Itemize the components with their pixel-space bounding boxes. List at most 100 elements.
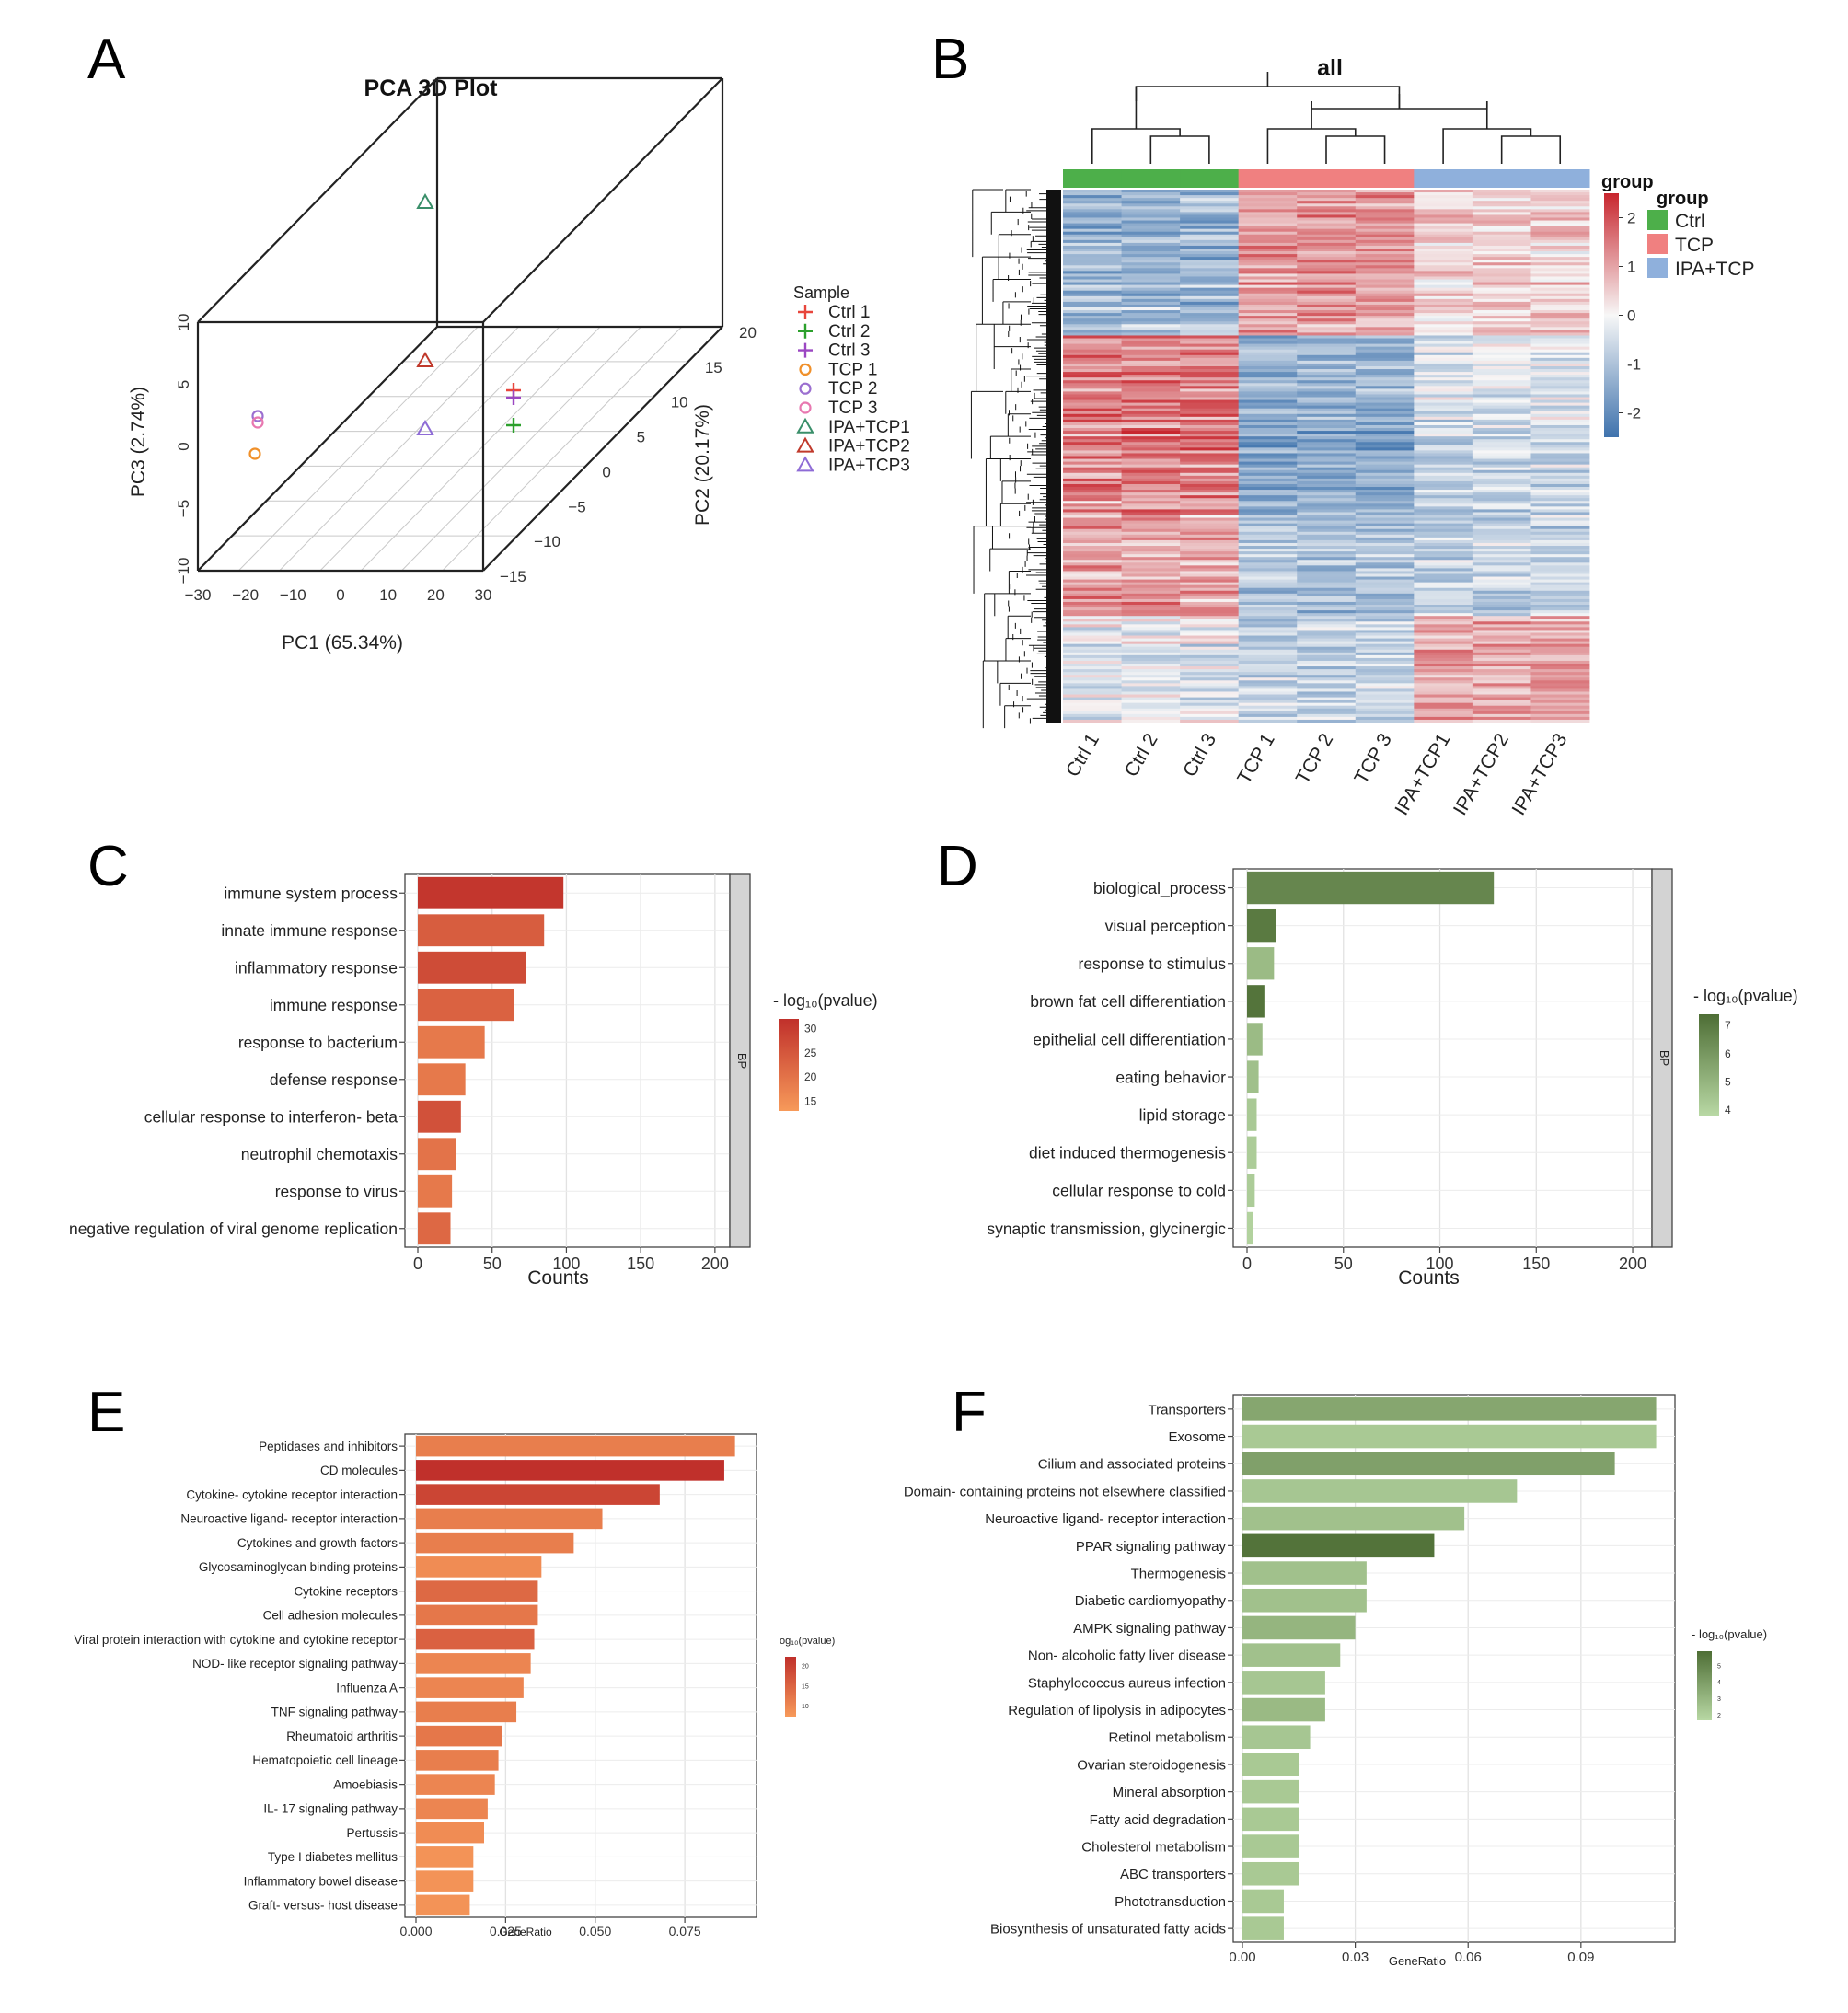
heatmap-cell [1238,584,1298,589]
heatmap-cell [1414,641,1473,645]
heatmap-cell [1472,666,1531,670]
heatmap-cell [1355,487,1415,491]
heatmap-cell [1180,434,1240,437]
heatmap-cell [1530,501,1590,504]
heatmap-cell [1472,431,1531,434]
heatmap-cell [1355,307,1415,311]
heatmap-cell [1297,526,1357,530]
color-legend-tick: 20 [802,1664,809,1671]
heatmap-cell [1180,688,1240,692]
heatmap-cell [1472,380,1531,384]
heatmap-cell [1180,391,1240,395]
heatmap-cell [1063,408,1122,412]
heatmap-cell [1355,669,1415,673]
heatmap-cell [1063,483,1122,488]
heatmap-cell [1238,391,1298,395]
heatmap-cell [1472,601,1531,606]
heatmap-cell [1414,394,1473,398]
bar [1242,1916,1284,1940]
heatmap-cell [1180,450,1240,454]
plot-frame [404,1433,757,1918]
heatmap-cell [1355,383,1415,387]
heatmap-cell [1530,369,1590,373]
heatmap-cell [1238,526,1298,530]
annotation-cell [1297,169,1357,188]
heatmap-cell [1297,245,1357,249]
heatmap-cell [1355,375,1415,378]
heatmap-cell [1121,273,1181,277]
heatmap-cell [1297,386,1357,389]
heatmap-cell [1297,677,1357,681]
heatmap-cell [1414,295,1473,300]
heatmap-cell [1472,517,1531,521]
heatmap-cell [1121,480,1181,485]
heatmap-cell [1472,593,1531,597]
heatmap-cell [1063,445,1122,448]
heatmap-cell [1121,675,1181,678]
heatmap-cell [1121,472,1181,477]
heatmap-cell [1180,327,1240,330]
heatmap-cell [1530,646,1590,651]
heatmap-cell [1472,700,1531,704]
heatmap-cell [1063,321,1122,325]
heatmap-cell [1414,341,1473,345]
heatmap-cell [1238,573,1298,577]
heatmap-cell [1414,352,1473,356]
bar [418,1138,456,1171]
heatmap-cell [1414,327,1473,330]
heatmap-cell [1297,257,1357,260]
heatmap-cell [1063,546,1122,550]
heatmap-cell [1238,237,1298,241]
heatmap-cell [1530,579,1590,584]
heatmap-cell [1414,587,1473,592]
heatmap-cell [1180,627,1240,631]
heatmap-cell [1355,664,1415,667]
heatmap-cell [1121,198,1181,202]
y-tick-label: 0 [602,463,610,480]
heatmap-cell [1472,268,1531,272]
heatmap-cell [1414,424,1473,429]
heatmap-cell [1121,408,1181,412]
heatmap-cell [1530,226,1590,230]
floor-grid-line [237,326,479,572]
heatmap-cell [1238,590,1298,595]
heatmap-cell [1472,619,1531,622]
heatmap-cell [1530,287,1590,292]
heatmap-cell [1238,260,1298,263]
heatmap-cell [1121,677,1181,681]
heatmap-cell [1297,587,1357,592]
heatmap-cell [1414,560,1473,563]
heatmap-cell [1297,506,1357,510]
heatmap-cell [1530,411,1590,415]
heatmap-cell [1063,593,1122,597]
heatmap-cell [1063,551,1122,555]
heatmap-cell [1180,501,1240,504]
heatmap-cell [1297,450,1357,454]
heatmap-cell [1238,206,1298,210]
heatmap-cell [1472,411,1531,415]
heatmap-cell [1121,265,1181,269]
heatmap-cell [1180,257,1240,260]
heatmap-cell [1180,520,1240,525]
heatmap-cell [1414,713,1473,718]
heatmap-cell [1414,534,1473,538]
heatmap-cell [1121,621,1181,625]
heatmap-cell [1414,431,1473,434]
heatmap-cell [1297,447,1357,451]
heatmap-cell [1414,624,1473,628]
legend-marker [796,436,814,453]
category-label: Retinol metabolism [1108,1730,1226,1746]
heatmap-cell [1414,402,1473,407]
heatmap-cell [1472,495,1531,499]
bar [1242,1725,1311,1750]
heatmap-cell [1414,301,1473,306]
heatmap-cell [1180,587,1240,592]
heatmap-cell [1063,461,1122,466]
heatmap-cell [1472,273,1531,277]
heatmap-cell [1530,607,1590,611]
heatmap-cell [1530,565,1590,569]
heatmap-cell [1414,593,1473,597]
heatmap-cell [1530,383,1590,387]
panel-letter-e: E [87,1381,125,1444]
heatmap-cell [1472,554,1531,558]
